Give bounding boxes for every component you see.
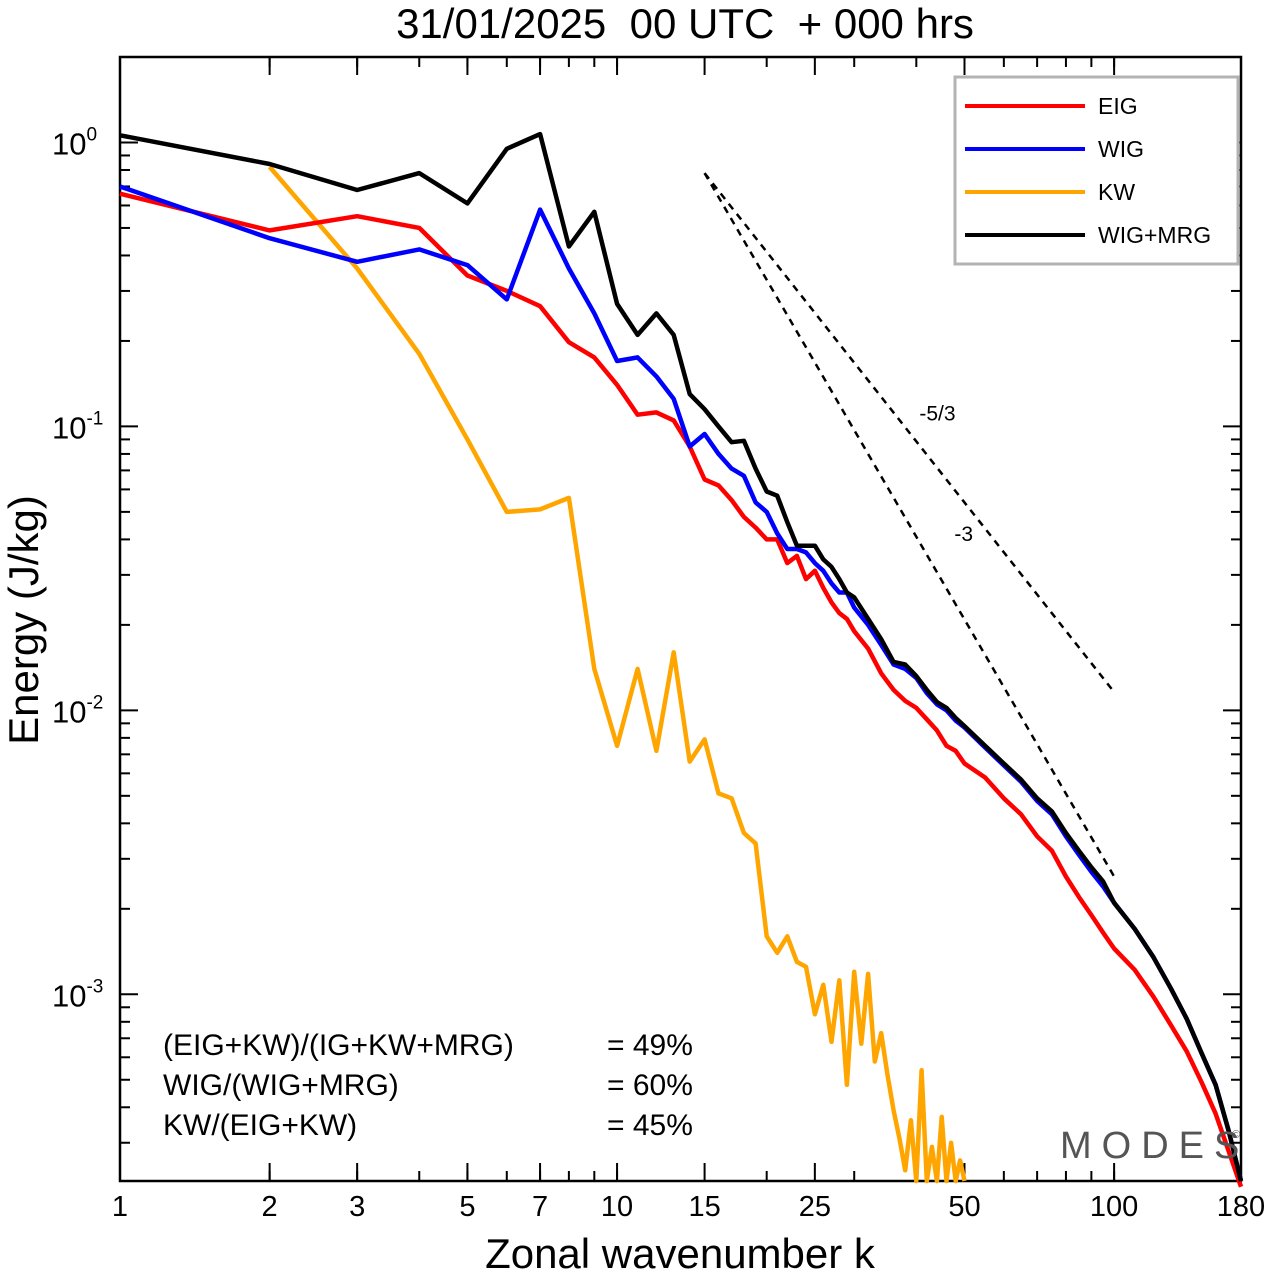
series-line-wig-mrg <box>119 131 1244 1182</box>
x-tick-label: 25 <box>799 1191 831 1223</box>
x-tick-label: 15 <box>688 1191 720 1223</box>
series-line-kw <box>267 165 967 1184</box>
y-axis-label: Energy (J/kg) <box>0 495 47 745</box>
x-tick-label: 5 <box>459 1191 475 1223</box>
series-line-wig <box>119 184 1244 1182</box>
slope-label: -3 <box>954 523 973 546</box>
copyright-mark: © <box>1232 1129 1240 1141</box>
ratio-name-3: KW/(EIG+KW) <box>163 1109 357 1142</box>
series-line-eig <box>119 191 1244 1188</box>
legend-label: EIG <box>1098 93 1138 119</box>
legend-label: WIG+MRG <box>1098 222 1211 248</box>
x-tick-label: 50 <box>948 1191 980 1223</box>
x-tick-label: 2 <box>262 1191 278 1223</box>
y-tick-label: 10-2 <box>52 692 103 729</box>
y-axis-ticks: 100 10-1 10-2 10-3 <box>52 56 1241 1144</box>
ratio-annotations: (EIG+KW)/(IG+KW+MRG) = 49% WIG/(WIG+MRG)… <box>163 1029 693 1142</box>
reference-slope-lines: -5/3 -3 <box>703 172 1116 878</box>
slope-line <box>703 172 1116 693</box>
modes-watermark: MODES <box>1060 1125 1249 1167</box>
y-tick-label: 10-1 <box>52 408 103 445</box>
slope-line <box>703 172 1116 878</box>
legend: EIG WIG KW WIG+MRG <box>953 75 1240 266</box>
legend-box <box>953 75 1240 266</box>
ratio-name-1: (EIG+KW)/(IG+KW+MRG) <box>163 1029 514 1062</box>
ratio-value-1: = 49% <box>607 1029 693 1062</box>
chart-title: 31/01/2025 00 UTC + 000 hrs <box>396 0 974 47</box>
legend-label: KW <box>1098 179 1135 205</box>
x-tick-label: 1 <box>112 1191 128 1223</box>
plot-frame <box>118 55 1243 1183</box>
ratio-name-2: WIG/(WIG+MRG) <box>163 1069 399 1102</box>
x-tick-label: 3 <box>349 1191 365 1223</box>
x-tick-label: 180 <box>1217 1191 1265 1223</box>
legend-label: WIG <box>1098 136 1144 162</box>
ratio-value-3: = 45% <box>607 1109 693 1142</box>
x-axis-ticks: 1 2 3 5 7 10 15 25 50 100 180 <box>112 57 1265 1223</box>
y-tick-label: 10-3 <box>52 976 103 1013</box>
slope-label: -5/3 <box>919 403 955 426</box>
y-tick-label: 100 <box>52 124 97 161</box>
series-lines <box>119 131 1244 1188</box>
x-tick-label: 7 <box>532 1191 548 1223</box>
ratio-value-2: = 60% <box>607 1069 693 1102</box>
x-tick-label: 10 <box>601 1191 633 1223</box>
x-tick-label: 100 <box>1090 1191 1138 1223</box>
x-axis-label: Zonal wavenumber k <box>485 1230 876 1277</box>
